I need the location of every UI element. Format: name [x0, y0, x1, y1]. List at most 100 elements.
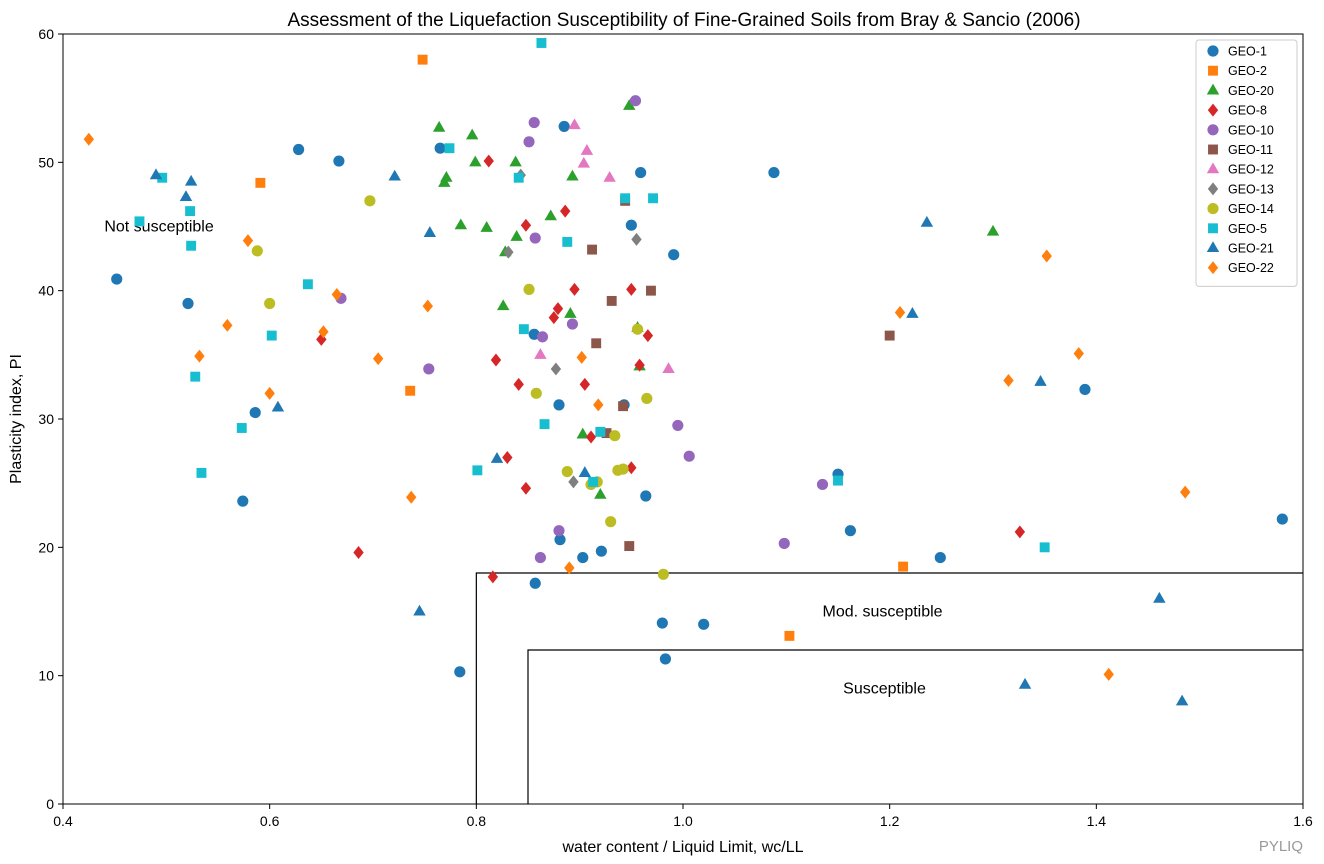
x-tick-label: 1.0 — [673, 813, 693, 829]
point-GEO-8-15 — [626, 282, 637, 296]
point-GEO-21-11 — [1018, 677, 1032, 689]
y-tick-label: 20 — [38, 539, 54, 555]
point-GEO-12-5 — [662, 362, 675, 373]
point-GEO-22-3 — [242, 234, 254, 248]
y-axis-ticks: 0 10 20 30 40 50 60 — [38, 26, 63, 812]
point-GEO-22-18 — [1180, 485, 1191, 499]
point-GEO-8-16 — [626, 461, 637, 475]
point-GEO-21-7 — [490, 452, 504, 463]
series-GEO-8 — [316, 154, 1026, 584]
point-GEO-10-1 — [423, 363, 435, 375]
legend-marker-GEO-5 — [1208, 223, 1218, 234]
point-GEO-11-1 — [591, 338, 602, 349]
point-GEO-1-13 — [577, 552, 589, 564]
point-GEO-21-2 — [184, 174, 198, 186]
point-GEO-10-12 — [778, 537, 790, 550]
legend-marker-GEO-12 — [1206, 162, 1220, 174]
point-GEO-22-16 — [1073, 347, 1084, 361]
point-GEO-22-14 — [1003, 374, 1014, 387]
point-GEO-1-20 — [659, 653, 672, 665]
point-GEO-22-12 — [593, 398, 604, 412]
point-GEO-5-13 — [539, 419, 550, 430]
point-GEO-11-3 — [606, 295, 617, 306]
point-GEO-21-12 — [1034, 375, 1047, 386]
point-GEO-20-4 — [465, 128, 479, 140]
susceptibility-zones — [475, 572, 1303, 804]
point-GEO-14-13 — [641, 392, 653, 405]
point-GEO-22-8 — [406, 490, 417, 504]
point-GEO-2-2 — [417, 54, 428, 65]
zone-labels: Not susceptible Mod. susceptible Susceptib… — [104, 219, 942, 698]
legend-entry: GEO-20 — [1206, 83, 1274, 98]
series-GEO-20 — [432, 99, 1000, 499]
point-GEO-21-14 — [1175, 694, 1189, 706]
series-GEO-12 — [534, 118, 675, 373]
point-GEO-5-4 — [190, 371, 201, 382]
point-GEO-10-7 — [553, 525, 565, 537]
legend-marker-GEO-8 — [1207, 103, 1219, 117]
point-GEO-10-8 — [566, 318, 579, 330]
point-GEO-22-9 — [422, 299, 433, 313]
point-GEO-20-2 — [440, 170, 453, 182]
y-tick-label: 60 — [38, 26, 54, 42]
point-GEO-1-23 — [768, 167, 780, 179]
x-tick-label: 1.4 — [1087, 813, 1107, 829]
point-GEO-21-0 — [149, 168, 163, 180]
point-GEO-10-13 — [816, 478, 829, 491]
y-tick-label: 30 — [38, 411, 54, 427]
point-GEO-10-2 — [523, 136, 535, 148]
point-GEO-21-3 — [271, 400, 285, 412]
point-GEO-5-11 — [513, 172, 524, 183]
point-GEO-5-15 — [562, 236, 573, 247]
legend-marker-GEO-11 — [1208, 144, 1218, 155]
legend-marker-GEO-1 — [1207, 45, 1219, 57]
zone-label-0: Not susceptible — [104, 219, 213, 236]
legend-marker-GEO-14 — [1207, 203, 1219, 215]
point-GEO-10-3 — [528, 116, 540, 129]
point-GEO-5-6 — [236, 423, 247, 433]
point-GEO-8-9 — [548, 311, 560, 325]
point-GEO-1-21 — [668, 249, 680, 261]
x-tick-label: 0.4 — [53, 813, 73, 829]
point-GEO-21-4 — [388, 169, 401, 181]
legend-entry: GEO-11 — [1208, 143, 1273, 157]
point-GEO-20-7 — [496, 299, 510, 311]
series-GEO-21 — [149, 168, 1189, 706]
legend-entry: GEO-1 — [1207, 45, 1267, 59]
legend-entry: GEO-2 — [1208, 64, 1267, 78]
y-tick-label: 10 — [38, 668, 54, 684]
legend-label: GEO-11 — [1228, 143, 1273, 157]
point-GEO-1-17 — [635, 167, 647, 179]
legend-marker-GEO-21 — [1206, 241, 1220, 253]
point-GEO-20-10 — [510, 230, 523, 241]
point-GEO-11-6 — [624, 541, 635, 551]
point-GEO-10-9 — [629, 95, 642, 107]
point-GEO-21-6 — [423, 226, 437, 237]
point-GEO-11-8 — [884, 330, 895, 341]
watermark: PYLIQ — [1259, 838, 1303, 855]
series-GEO-2 — [255, 54, 909, 641]
point-GEO-11-2 — [601, 428, 612, 439]
point-GEO-14-0 — [251, 245, 263, 257]
point-GEO-20-6 — [480, 221, 493, 232]
point-GEO-14-3 — [523, 283, 535, 295]
point-GEO-1-22 — [698, 618, 710, 630]
y-tick-label: 0 — [46, 796, 54, 812]
point-GEO-14-14 — [657, 568, 669, 580]
legend-label: GEO-1 — [1228, 45, 1267, 59]
zone-boundary-1 — [475, 572, 1303, 804]
legend-label: GEO-2 — [1228, 64, 1267, 78]
point-GEO-13-4 — [631, 232, 642, 246]
point-GEO-22-15 — [1041, 249, 1052, 263]
point-GEO-5-19 — [648, 193, 658, 204]
point-GEO-22-1 — [194, 349, 205, 363]
legend-label: GEO-10 — [1228, 123, 1274, 137]
legend-entry: GEO-22 — [1207, 261, 1274, 275]
point-GEO-8-5 — [502, 451, 513, 464]
point-GEO-5-10 — [472, 465, 483, 476]
point-GEO-22-11 — [576, 350, 587, 364]
data-points — [83, 38, 1288, 706]
point-GEO-1-6 — [434, 142, 446, 154]
legend-entry: GEO-14 — [1207, 202, 1274, 216]
point-GEO-1-9 — [529, 577, 541, 589]
